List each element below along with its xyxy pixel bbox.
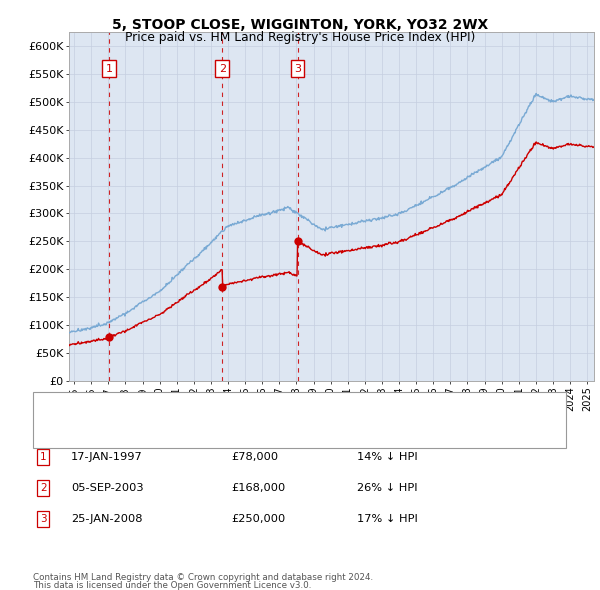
Text: HPI: Average price, detached house, York: HPI: Average price, detached house, York	[89, 429, 314, 439]
Text: £250,000: £250,000	[231, 514, 285, 523]
Text: 1: 1	[106, 64, 113, 74]
Text: 17-JAN-1997: 17-JAN-1997	[71, 453, 143, 462]
Text: 3: 3	[40, 514, 47, 523]
Text: Price paid vs. HM Land Registry's House Price Index (HPI): Price paid vs. HM Land Registry's House …	[125, 31, 475, 44]
Text: 17% ↓ HPI: 17% ↓ HPI	[357, 514, 418, 523]
Text: 2: 2	[219, 64, 226, 74]
Text: Contains HM Land Registry data © Crown copyright and database right 2024.: Contains HM Land Registry data © Crown c…	[33, 572, 373, 582]
Text: 25-JAN-2008: 25-JAN-2008	[71, 514, 142, 523]
Text: 14% ↓ HPI: 14% ↓ HPI	[357, 453, 418, 462]
Text: 1: 1	[40, 453, 47, 462]
Text: This data is licensed under the Open Government Licence v3.0.: This data is licensed under the Open Gov…	[33, 581, 311, 590]
Text: 05-SEP-2003: 05-SEP-2003	[71, 483, 143, 493]
Text: 2: 2	[40, 483, 47, 493]
Text: 5, STOOP CLOSE, WIGGINTON, YORK, YO32 2WX: 5, STOOP CLOSE, WIGGINTON, YORK, YO32 2W…	[112, 18, 488, 32]
Text: —: —	[44, 398, 63, 418]
Text: £78,000: £78,000	[231, 453, 278, 462]
Text: 3: 3	[294, 64, 301, 74]
Text: £168,000: £168,000	[231, 483, 285, 493]
Text: —: —	[44, 424, 64, 443]
Text: 26% ↓ HPI: 26% ↓ HPI	[357, 483, 418, 493]
Text: 5, STOOP CLOSE, WIGGINTON, YORK, YO32 2WX (detached house): 5, STOOP CLOSE, WIGGINTON, YORK, YO32 2W…	[89, 403, 452, 413]
